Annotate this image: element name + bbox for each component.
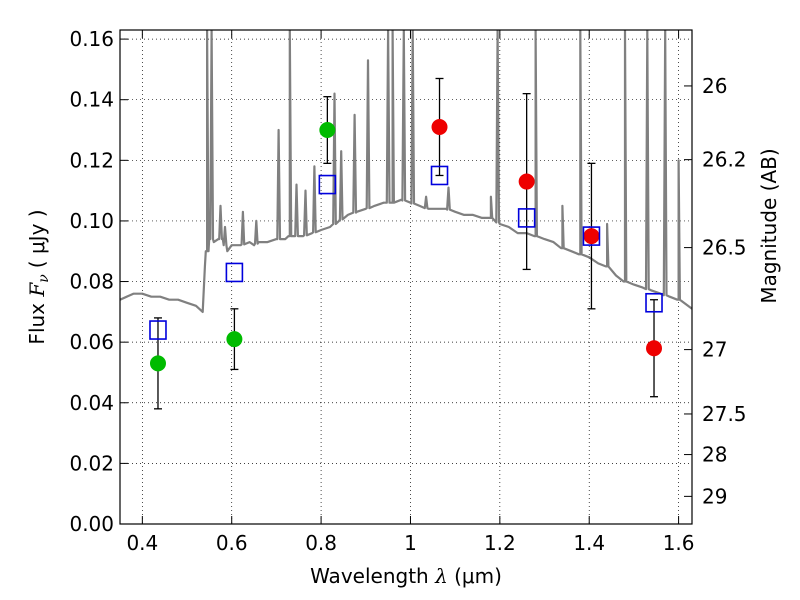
spectrum-line — [120, 30, 692, 313]
observed-point — [149, 355, 166, 372]
y-tick-label: 0.04 — [69, 391, 114, 415]
observed-point — [583, 228, 600, 245]
x-tick-label: 0.8 — [305, 531, 337, 555]
observed-point — [226, 331, 243, 348]
model-square-point — [517, 208, 536, 228]
model-square-point — [645, 292, 663, 313]
x-tick-label: 1.4 — [573, 531, 605, 555]
data-markers — [149, 118, 663, 372]
y-axis-title: Flux Fν( μJy ) — [25, 209, 52, 344]
y-tick-label: 0.12 — [69, 148, 114, 172]
y2-tick-label: 27.5 — [702, 402, 747, 426]
y-tick-label: 0.06 — [69, 330, 114, 354]
y2-tick-label: 29 — [702, 484, 727, 508]
y2-tick-label: 28 — [702, 443, 727, 467]
observed-point — [518, 173, 535, 190]
y2-tick-label: 27 — [702, 338, 727, 362]
model-spectrum — [120, 30, 692, 313]
axis-ticks: 0.4 0.6 0.8 1 1.2 1.4 1.6 0.00 0.02 0.04 0.06 0.08 0… — [69, 27, 746, 555]
model-square-point — [318, 174, 337, 195]
plot-frame — [119, 29, 693, 525]
observed-point — [431, 118, 448, 135]
y-tick-label: 0.10 — [69, 209, 114, 233]
x-tick-label: 0.4 — [126, 531, 158, 555]
model-square-point — [149, 320, 167, 340]
x-tick-label: 0.6 — [216, 531, 248, 555]
y2-tick-label: 26.2 — [702, 148, 747, 172]
y-tick-label: 0.00 — [69, 512, 114, 536]
x-tick-label: 1.2 — [484, 531, 516, 555]
y2-axis-title: Magnitude (AB) — [757, 148, 781, 303]
y2-tick-label: 26.5 — [702, 236, 747, 260]
model-square-point — [430, 165, 449, 186]
x-axis-title: Wavelength λ (μm) — [310, 564, 502, 588]
model-square-point — [582, 226, 601, 246]
x-tick-label: 1 — [404, 531, 417, 555]
y-tick-label: 0.02 — [69, 451, 114, 475]
observed-point — [646, 340, 663, 357]
observed-point — [319, 122, 336, 139]
y-tick-label: 0.14 — [69, 88, 114, 112]
y-tick-label: 0.08 — [69, 270, 114, 294]
y2-tick-label: 26 — [702, 74, 727, 98]
y-tick-label: 0.16 — [69, 27, 114, 51]
x-tick-label: 1.6 — [663, 531, 695, 555]
model-square-point — [225, 262, 244, 283]
